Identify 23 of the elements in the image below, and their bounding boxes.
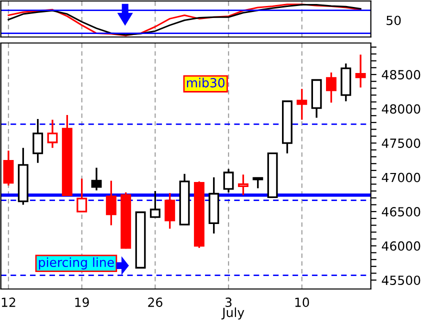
x-tick-label: 19 xyxy=(75,298,89,308)
annotation: piercing line xyxy=(38,257,114,270)
y-tick-label: 46500 xyxy=(382,207,420,216)
y-tick-label: 47000 xyxy=(382,172,420,182)
candlestick xyxy=(47,118,58,149)
annotation: mib30 xyxy=(186,78,225,88)
candlestick xyxy=(296,88,308,121)
candlestick xyxy=(32,118,44,164)
candlestick xyxy=(91,166,102,192)
y-tick-label: 48000 xyxy=(382,104,420,114)
x-tick-label: 12 xyxy=(2,298,16,307)
text: July xyxy=(221,307,244,320)
x-tick-label: 10 xyxy=(295,298,310,308)
y-tick-label: 45500 xyxy=(382,276,420,286)
y-tick-label: 48500 xyxy=(382,70,420,80)
y-tick-label: 46000 xyxy=(382,241,420,251)
x-tick-label: 3 xyxy=(226,298,232,308)
text: 50 xyxy=(386,16,401,26)
y-tick-label: 47500 xyxy=(382,138,420,148)
candlestick xyxy=(208,176,220,234)
candlestick xyxy=(106,180,116,226)
x-tick-label: 26 xyxy=(148,298,162,308)
candlestick xyxy=(355,54,366,88)
